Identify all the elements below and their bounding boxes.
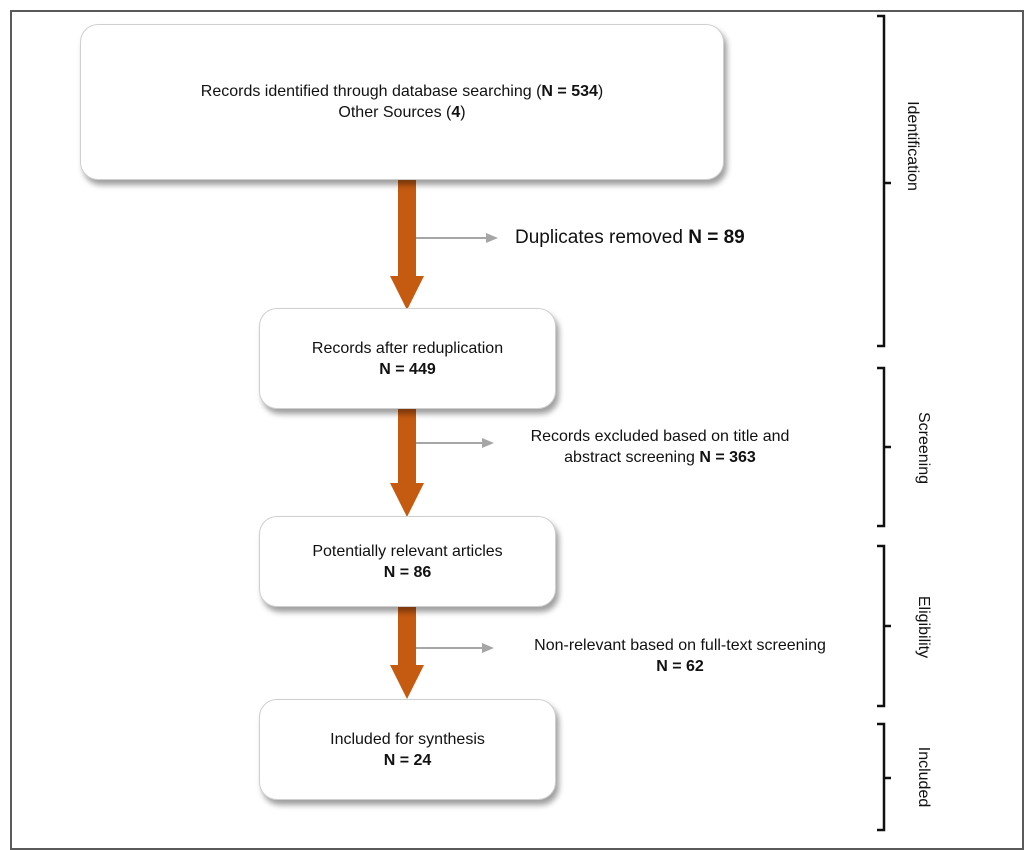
records-after-reduplication-box: Records after reduplication N = 449 (259, 308, 556, 409)
included-synthesis-label: Included for synthesis (330, 730, 485, 748)
bracket-screening (877, 366, 891, 528)
title-abstract-excluded-count: N = 363 (699, 449, 756, 466)
duplicates-removed-label: Duplicates removed (515, 227, 689, 248)
records-identified-label: Records identified through database sear… (200, 83, 542, 100)
main-arrow-1 (390, 178, 424, 310)
included-synthesis-box: Included for synthesis N = 24 (259, 699, 556, 800)
title-abstract-excluded-line1: Records excluded based on title and (530, 428, 790, 445)
duplicates-removed-note: Duplicates removed N = 89 (515, 226, 745, 250)
side-arrow-1 (416, 233, 498, 243)
other-sources-count: 4 (451, 104, 461, 121)
non-relevant-count: N = 62 (656, 658, 704, 675)
records-identified-line: Records identified through database sear… (201, 81, 603, 102)
main-arrow-3 (390, 605, 424, 699)
included-synthesis-count: N = 24 (383, 751, 432, 769)
main-arrow-2 (390, 407, 424, 517)
bracket-eligibility (877, 544, 891, 708)
records-identified-count: N = 534 (541, 83, 598, 100)
stage-screening: Screening (915, 411, 932, 485)
other-sources-paren: ) (460, 104, 466, 121)
side-arrow-3 (416, 643, 494, 653)
potentially-relevant-box: Potentially relevant articles N = 86 (259, 516, 556, 607)
title-abstract-excluded-line2: abstract screening (564, 449, 700, 466)
stage-eligibility: Eligibility (915, 595, 932, 659)
side-arrow-2 (416, 438, 494, 448)
potentially-relevant-label: Potentially relevant articles (312, 542, 503, 560)
title-abstract-excluded-note: Records excluded based on title and abst… (500, 426, 820, 468)
bracket-included (877, 722, 891, 832)
records-identified-box: Records identified through database sear… (80, 24, 724, 180)
stage-identification: Identification (904, 101, 921, 191)
records-after-reduplication-count: N = 449 (379, 360, 436, 378)
records-identified-paren: ) (597, 83, 604, 100)
records-after-reduplication-label: Records after reduplication (311, 339, 504, 357)
bracket-identification (877, 14, 891, 348)
non-relevant-label: Non-relevant based on full-text screenin… (534, 637, 826, 654)
duplicates-removed-count: N = 89 (688, 227, 745, 248)
stage-included: Included (915, 746, 932, 808)
non-relevant-note: Non-relevant based on full-text screenin… (500, 635, 860, 677)
potentially-relevant-count: N = 86 (383, 563, 432, 581)
other-sources-line: Other Sources (4) (338, 102, 465, 123)
other-sources-label: Other Sources ( (338, 104, 452, 121)
